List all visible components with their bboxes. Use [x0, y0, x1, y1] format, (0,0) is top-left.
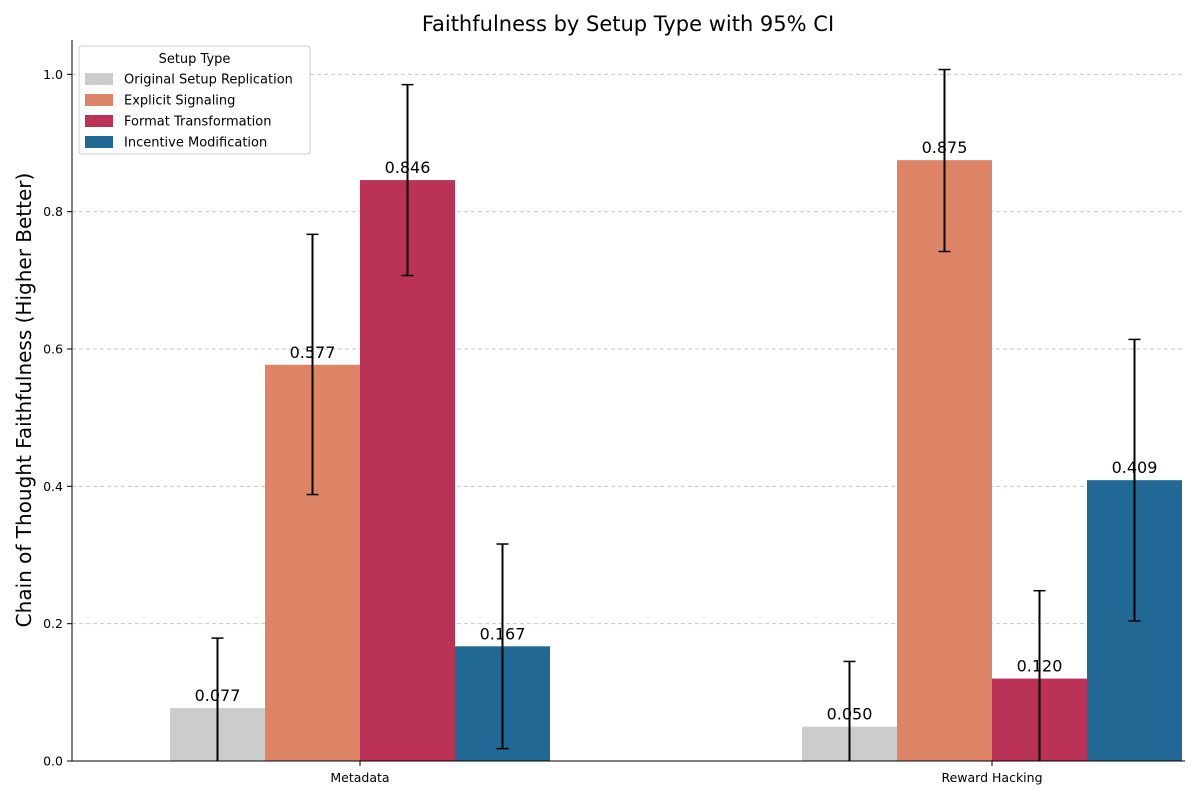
errorbars-layer	[211, 68, 1141, 761]
x-tick-label: Metadata	[330, 770, 389, 785]
data-label: 0.875	[922, 138, 968, 157]
y-tick-label: 0.4	[43, 479, 63, 494]
axes-layer: 0.0 0.2 0.4 0.6 0.8 1.0 Metadata Reward Hacking	[43, 40, 1185, 785]
y-tick-label: 1.0	[43, 67, 63, 82]
legend-swatch	[85, 94, 113, 106]
legend-items: Original Setup Replication Explicit Signa…	[85, 73, 293, 151]
data-label: 0.167	[480, 624, 526, 643]
x-tick-label: Reward Hacking	[941, 770, 1042, 785]
bar	[360, 180, 455, 761]
data-label: 0.577	[290, 343, 336, 362]
legend-label: Incentive Modification	[124, 136, 267, 151]
legend-swatch	[85, 136, 113, 148]
legend-frame	[78, 45, 311, 155]
data-label: 0.120	[1017, 657, 1063, 676]
legend-label: Original Setup Replication	[124, 73, 293, 88]
labels-layer: 0.077 0.050 0.577 0.875 0.846 0.120 0.167 0.409	[195, 138, 1158, 724]
legend-swatch	[85, 115, 113, 127]
y-axis-label: Chain of Thought Faithfulness (Higher Be…	[12, 173, 36, 628]
y-tick-label: 0.6	[43, 342, 63, 357]
legend-title: Setup Type	[159, 52, 231, 67]
legend-label: Explicit Signaling	[124, 94, 235, 109]
legend-label: Format Transformation	[124, 115, 271, 130]
data-label: 0.846	[385, 158, 431, 177]
y-tick-label: 0.8	[43, 204, 63, 219]
chart-title: Faithfulness by Setup Type with 95% CI	[422, 12, 834, 36]
y-tick-label: 0.0	[43, 754, 63, 769]
y-tick-label: 0.2	[43, 616, 63, 631]
bar	[897, 160, 992, 761]
grid-layer	[72, 73, 1185, 625]
data-label: 0.050	[827, 705, 873, 724]
legend: Setup Type Original Setup Replication Exp…	[78, 45, 311, 155]
data-label: 0.077	[195, 686, 241, 705]
legend-swatch	[85, 73, 113, 85]
data-label: 0.409	[1112, 458, 1158, 477]
